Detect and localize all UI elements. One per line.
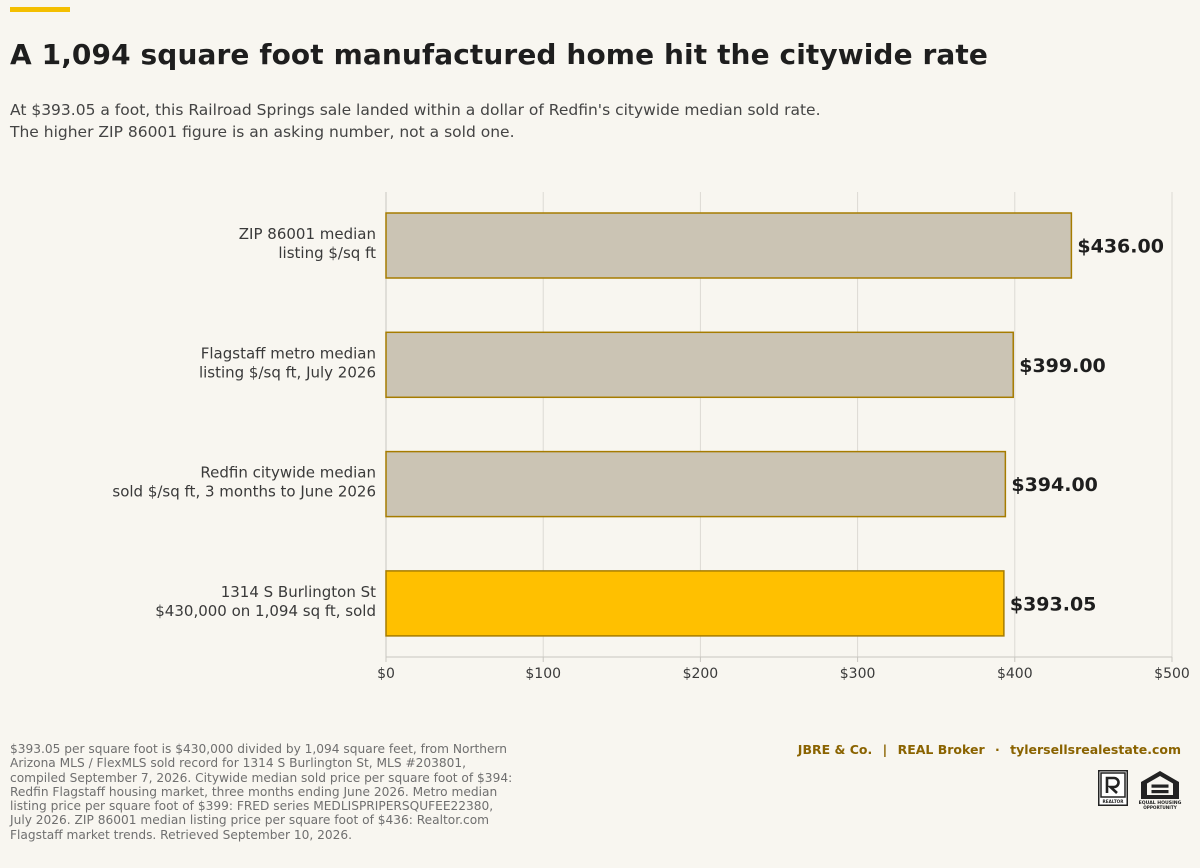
category-label-2-line-1: Redfin citywide median [200,464,376,482]
bar-3 [385,570,1005,637]
eho-text-line-2: OPPORTUNITY [1143,805,1177,810]
value-label-1: $399.00 [1019,355,1106,377]
x-tick-label-0: $0 [377,666,395,682]
chart-title: A 1,094 square foot manufactured home hi… [10,38,988,71]
brand-dot: · [994,742,1000,757]
category-label-1-line-1: Flagstaff metro median [201,344,376,362]
category-label-0-line-2: listing $/sq ft [278,244,376,262]
x-tick-label-3: $300 [840,666,876,682]
x-tick-label-1: $100 [525,666,561,682]
value-label-0: $436.00 [1077,236,1164,258]
category-label-2-line-2: sold $/sq ft, 3 months to June 2026 [112,483,376,501]
chart-subtitle: At $393.05 a foot, this Railroad Springs… [10,99,821,143]
bar-2 [385,450,1007,518]
brand-line: JBRE & Co. | REAL Broker · tylersellsrea… [798,742,1181,757]
bar-1 [385,331,1014,399]
compliance-logos: REALTOR EQUAL HOUSING OPPORTUNITY [1098,770,1182,810]
category-label-3-line-1: 1314 S Burlington St [221,583,376,601]
accent-bar [10,7,70,12]
category-label-0-line-1: ZIP 86001 median [239,225,376,243]
realtor-logo-icon: REALTOR [1098,770,1128,806]
x-tick-label-4: $400 [997,666,1033,682]
subtitle-line-1: At $393.05 a foot, this Railroad Springs… [10,101,821,119]
value-label-3: $393.05 [1010,593,1097,615]
eho-text-line-1: EQUAL HOUSING [1139,800,1182,806]
brand-website[interactable]: tylersellsrealestate.com [1010,742,1181,757]
x-tick-label-2: $200 [683,666,719,682]
brand-company: JBRE & Co. [797,742,873,757]
bar-0 [385,212,1073,279]
category-label-1-line-2: listing $/sq ft, July 2026 [199,363,376,381]
x-tick-label-5: $500 [1154,666,1190,682]
equal-housing-icon: EQUAL HOUSING OPPORTUNITY [1139,771,1182,810]
brand-divider: | [882,742,888,757]
source-note: $393.05 per square foot is $430,000 divi… [10,742,513,842]
category-label-3-line-2: $430,000 on 1,094 sq ft, sold [155,602,376,620]
value-label-2: $394.00 [1011,474,1098,496]
brand-broker: REAL Broker [897,742,985,757]
subtitle-line-2: The higher ZIP 86001 figure is an asking… [10,123,515,141]
realtor-logo-text: REALTOR [1103,799,1125,804]
